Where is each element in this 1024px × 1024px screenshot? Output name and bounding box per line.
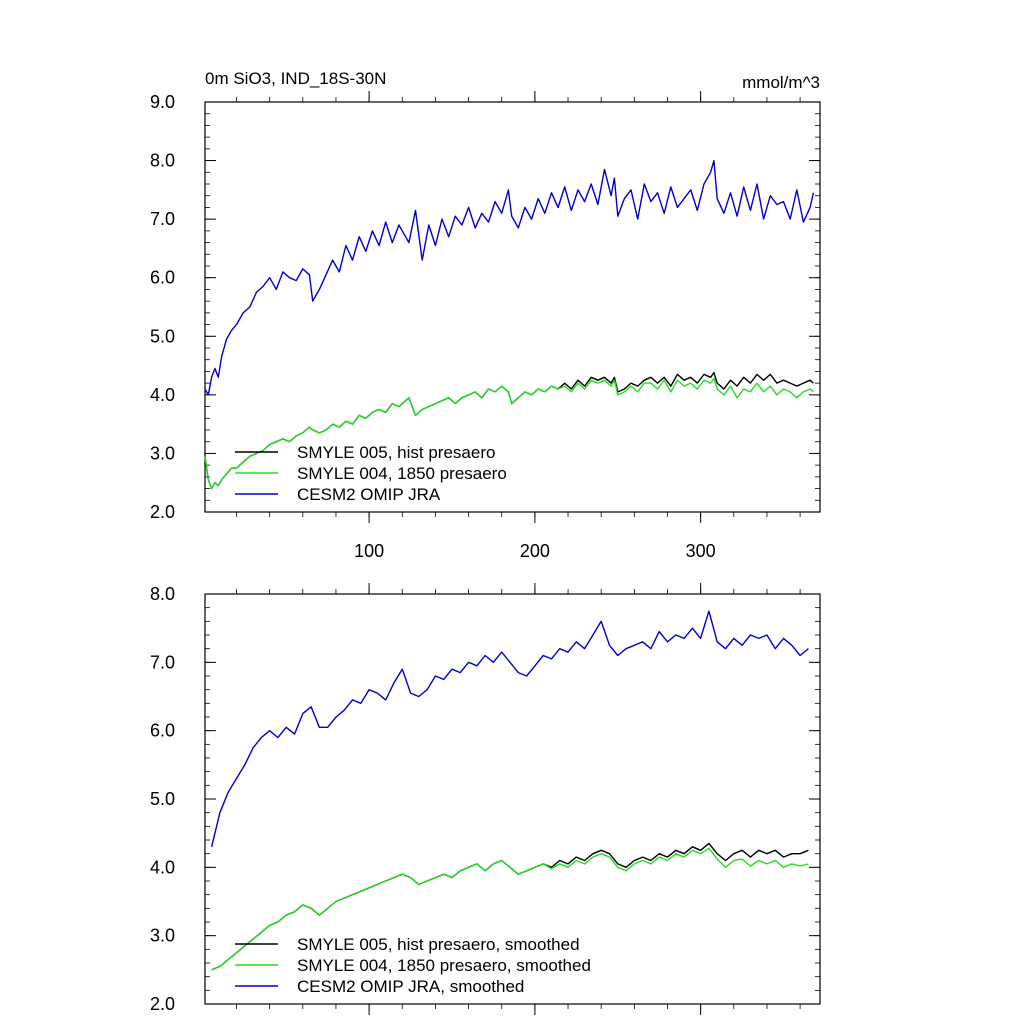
y-tick-label: 5.0 [150, 326, 175, 346]
y-tick-label: 6.0 [150, 721, 175, 741]
top-legend: SMYLE 005, hist presaero SMYLE 004, 1850 … [235, 443, 507, 504]
y-tick-label: 4.0 [150, 857, 175, 877]
y-tick-label: 2.0 [150, 994, 175, 1014]
top-panel-units: mmol/m^3 [742, 73, 820, 92]
legend-label-3: CESM2 OMIP JRA [297, 485, 441, 504]
series-line-2 [211, 847, 809, 971]
top-plot-frame [204, 101, 821, 513]
y-tick-label: 7.0 [150, 209, 175, 229]
y-tick-label: 7.0 [150, 652, 175, 672]
bottom-panel: 2.0 3.0 4.0 5.0 6.0 7.0 8.0 SMYLE 005, hist pr… [150, 583, 821, 1015]
x-tick-label: 200 [520, 541, 550, 561]
y-tick-label: 5.0 [150, 789, 175, 809]
y-tick-label: 9.0 [150, 92, 175, 112]
y-tick-label: 8.0 [150, 584, 175, 604]
x-tick-label: 300 [686, 541, 716, 561]
y-tick-label: 2.0 [150, 502, 175, 522]
x-tick-label: 100 [354, 541, 384, 561]
y-tick-label: 3.0 [150, 926, 175, 946]
series-line-3 [204, 159, 815, 396]
series-line-3 [210, 610, 809, 847]
top-axis-ticks: 2.0 3.0 4.0 5.0 6.0 7.0 8.0 9.0 100 200 300 [150, 91, 820, 561]
top-panel: 0m SiO3, IND_18S-30N mmol/m^3 2.0 3.0 4.0 5… [150, 69, 821, 561]
series-line-2 [204, 377, 814, 490]
top-series-lines [204, 159, 815, 490]
legend-label-1: SMYLE 005, hist presaero, smoothed [297, 935, 580, 954]
y-tick-label: 4.0 [150, 385, 175, 405]
y-tick-label: 8.0 [150, 151, 175, 171]
legend-label-2: SMYLE 004, 1850 presaero [297, 464, 507, 483]
bottom-series-lines [210, 610, 809, 971]
y-tick-label: 3.0 [150, 443, 175, 463]
legend-label-2: SMYLE 004, 1850 presaero, smoothed [297, 956, 591, 975]
legend-label-3: CESM2 OMIP JRA, smoothed [297, 977, 524, 996]
y-tick-label: 6.0 [150, 268, 175, 288]
legend-label-1: SMYLE 005, hist presaero [297, 443, 495, 462]
bottom-legend: SMYLE 005, hist presaero, smoothed SMYLE … [235, 935, 591, 996]
top-panel-title: 0m SiO3, IND_18S-30N [205, 69, 386, 88]
bottom-axis-ticks: 2.0 3.0 4.0 5.0 6.0 7.0 8.0 [150, 583, 820, 1015]
